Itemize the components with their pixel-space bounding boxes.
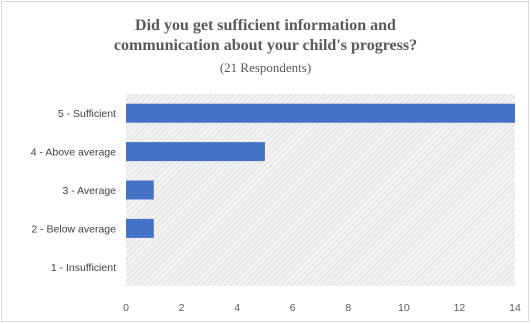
x-tick-label-6: 12 <box>454 302 466 314</box>
bar-4 <box>126 218 154 238</box>
chart-title-line-2: communication about your child's progres… <box>113 37 418 54</box>
bar-1 <box>126 103 515 123</box>
category-label-3: 3 - Average <box>62 185 116 197</box>
plot-area <box>126 94 515 286</box>
x-tick-label-2: 4 <box>234 302 240 314</box>
chart-title-line-1: Did you get sufficient information and <box>135 17 396 34</box>
category-label-2: 4 - Above average <box>31 147 116 159</box>
x-tick-label-7: 14 <box>509 302 521 314</box>
chart-subtitle: (21 Respondents) <box>219 60 312 75</box>
category-label-1: 5 - Sufficient <box>58 108 116 120</box>
x-tick-label-1: 2 <box>179 302 185 314</box>
bar-3 <box>126 180 154 200</box>
x-tick-label-0: 0 <box>123 302 129 314</box>
x-tick-label-4: 8 <box>345 302 351 314</box>
x-tick-label-5: 10 <box>398 302 410 314</box>
category-label-5: 1 - Insufficient <box>51 262 116 274</box>
bar-2 <box>126 142 265 162</box>
category-label-4: 2 - Below average <box>31 223 116 235</box>
x-tick-label-3: 6 <box>290 302 296 314</box>
